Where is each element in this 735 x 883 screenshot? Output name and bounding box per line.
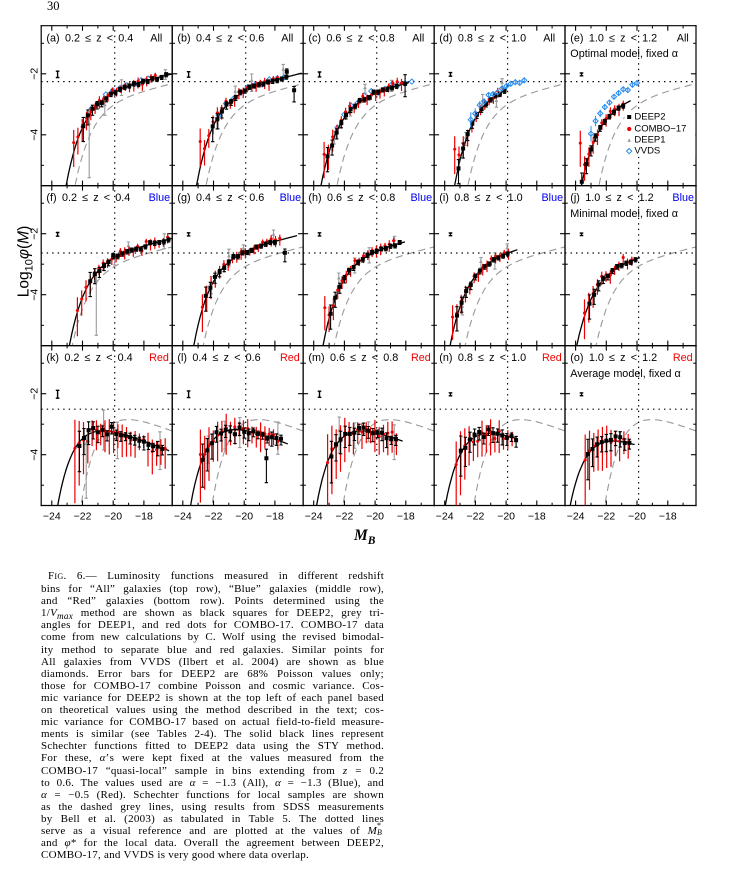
svg-text:−24: −24	[567, 511, 585, 523]
svg-text:(m) 0.6 ≤ z < 0.8: (m) 0.6 ≤ z < 0.8	[308, 352, 398, 364]
svg-text:Blue: Blue	[149, 192, 171, 204]
svg-text:Optimal model, fixed α: Optimal model, fixed α	[570, 48, 678, 60]
svg-text:COMBO−17: COMBO−17	[634, 124, 686, 135]
svg-text:−22: −22	[335, 511, 353, 523]
svg-text:(b) 0.4 ≤ z < 0.6: (b) 0.4 ≤ z < 0.6	[177, 32, 264, 44]
svg-text:−20: −20	[497, 511, 515, 523]
svg-text:(k) 0.2 ≤ z < 0.4: (k) 0.2 ≤ z < 0.4	[46, 352, 132, 364]
svg-text:−20: −20	[104, 511, 122, 523]
svg-text:DEEP1: DEEP1	[634, 135, 665, 146]
svg-text:−4: −4	[29, 289, 41, 301]
svg-text:−22: −22	[597, 511, 615, 523]
svg-text:All: All	[677, 32, 689, 44]
svg-text:Minimal model, fixed α: Minimal model, fixed α	[570, 208, 678, 220]
svg-text:−24: −24	[174, 511, 192, 523]
svg-text:(l) 0.4 ≤ z < 0.6: (l) 0.4 ≤ z < 0.6	[177, 352, 260, 364]
svg-text:−4: −4	[29, 449, 41, 461]
svg-text:Blue: Blue	[410, 192, 432, 204]
svg-text:Blue: Blue	[541, 192, 563, 204]
svg-text:−2: −2	[29, 388, 41, 400]
svg-text:−22: −22	[74, 511, 92, 523]
svg-text:Red: Red	[149, 352, 169, 364]
svg-text:(a) 0.2 ≤ z < 0.4: (a) 0.2 ≤ z < 0.4	[46, 32, 133, 44]
svg-text:−24: −24	[305, 511, 323, 523]
svg-text:(j) 1.0 ≤ z < 1.2: (j) 1.0 ≤ z < 1.2	[570, 192, 653, 204]
svg-text:(c) 0.6 ≤ z < 0.8: (c) 0.6 ≤ z < 0.8	[308, 32, 394, 44]
svg-text:−4: −4	[29, 129, 41, 141]
svg-text:−24: −24	[436, 511, 454, 523]
svg-text:(n) 0.8 ≤ z < 1.0: (n) 0.8 ≤ z < 1.0	[439, 352, 526, 364]
svg-text:(o) 1.0 ≤ z < 1.2: (o) 1.0 ≤ z < 1.2	[570, 352, 657, 364]
svg-text:−18: −18	[266, 511, 284, 523]
svg-text:All: All	[543, 32, 555, 44]
svg-text:−18: −18	[397, 511, 415, 523]
svg-text:(f) 0.2 ≤ z < 0.4: (f) 0.2 ≤ z < 0.4	[46, 192, 130, 204]
svg-text:Blue: Blue	[280, 192, 302, 204]
svg-text:All: All	[281, 32, 293, 44]
svg-text:Blue: Blue	[672, 192, 694, 204]
svg-text:(g) 0.4 ≤ z < 0.6: (g) 0.4 ≤ z < 0.6	[177, 192, 264, 204]
svg-text:(d) 0.8 ≤ z < 1.0: (d) 0.8 ≤ z < 1.0	[439, 32, 526, 44]
svg-text:(i) 0.8 ≤ z < 1.0: (i) 0.8 ≤ z < 1.0	[439, 192, 522, 204]
svg-text:−20: −20	[628, 511, 646, 523]
svg-text:All: All	[150, 32, 162, 44]
svg-text:−22: −22	[205, 511, 223, 523]
svg-text:−20: −20	[235, 511, 253, 523]
svg-text:All: All	[412, 32, 424, 44]
svg-text:DEEP2: DEEP2	[634, 112, 665, 123]
svg-text:−24: −24	[43, 511, 61, 523]
svg-text:Red: Red	[280, 352, 300, 364]
svg-text:Red: Red	[673, 352, 693, 364]
svg-text:−22: −22	[466, 511, 484, 523]
svg-text:−18: −18	[135, 511, 153, 523]
svg-text:−18: −18	[659, 511, 677, 523]
svg-text:Red: Red	[411, 352, 431, 364]
svg-text:Average model, fixed α: Average model, fixed α	[570, 368, 680, 380]
svg-text:(e) 1.0 ≤ z < 1.2: (e) 1.0 ≤ z < 1.2	[570, 32, 657, 44]
svg-text:VVDS: VVDS	[634, 146, 660, 157]
svg-text:(h) 0.6 ≤ z < 0.8: (h) 0.6 ≤ z < 0.8	[308, 192, 395, 204]
svg-text:−2: −2	[29, 68, 41, 80]
svg-text:−2: −2	[29, 228, 41, 240]
svg-text:Red: Red	[542, 352, 562, 364]
svg-text:−20: −20	[366, 511, 384, 523]
svg-text:−18: −18	[528, 511, 546, 523]
